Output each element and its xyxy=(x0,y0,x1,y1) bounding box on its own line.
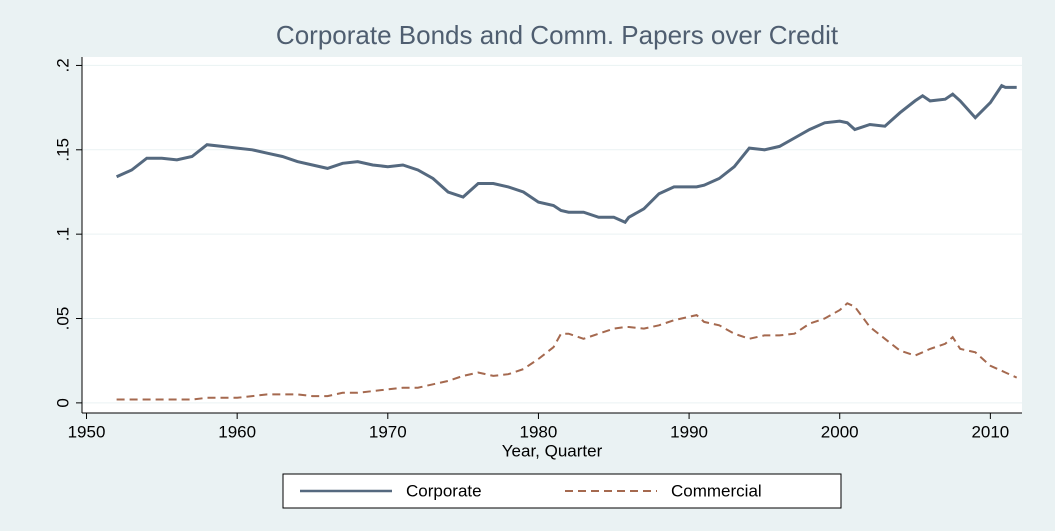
data-line xyxy=(116,302,1018,401)
y-tick-label: 0 xyxy=(53,398,72,407)
y-tick-label: .1 xyxy=(53,227,72,241)
legend-label: Corporate xyxy=(406,481,482,500)
y-tick-label: .2 xyxy=(53,58,72,72)
x-tick-label: 1980 xyxy=(520,422,558,441)
x-axis-title: Year, Quarter xyxy=(502,441,603,460)
legend-label: Commercial xyxy=(671,481,762,500)
data-line xyxy=(115,83,1017,225)
x-tick-label: 2000 xyxy=(821,422,859,441)
plot-area xyxy=(82,57,1022,413)
x-tick-label: 2010 xyxy=(971,422,1009,441)
chart-title: Corporate Bonds and Comm. Papers over Cr… xyxy=(276,20,839,50)
y-tick-label: .05 xyxy=(53,307,72,331)
x-tick-label: 1970 xyxy=(369,422,407,441)
y-tick-label: .15 xyxy=(53,138,72,162)
x-tick-label: 1990 xyxy=(670,422,708,441)
x-tick-label: 1950 xyxy=(68,422,106,441)
x-tick-label: 1960 xyxy=(218,422,256,441)
